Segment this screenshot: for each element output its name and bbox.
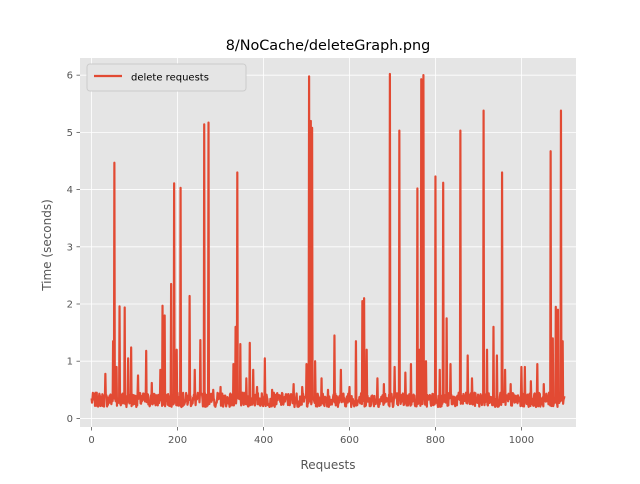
- x-tick-label: 1000: [509, 435, 534, 446]
- y-tick-label: 1: [67, 357, 73, 368]
- x-tick-label: 800: [426, 435, 445, 446]
- y-axis-ticks: 0 1 2 3 4 5 6: [67, 71, 80, 425]
- y-tick-label: 0: [67, 414, 73, 425]
- x-tick-label: 600: [340, 435, 359, 446]
- y-tick-label: 5: [67, 128, 73, 139]
- chart-title: 8/NoCache/deleteGraph.png: [226, 38, 431, 54]
- y-tick-label: 2: [67, 300, 73, 311]
- y-tick-label: 4: [67, 185, 73, 196]
- legend-box: [86, 63, 247, 92]
- x-tick-label: 0: [88, 435, 94, 446]
- y-tick-label: 6: [67, 71, 73, 82]
- y-tick-label: 3: [67, 242, 73, 253]
- legend-label: delete requests: [131, 73, 209, 84]
- y-axis-label: Time (seconds): [40, 199, 54, 292]
- legend: delete requests: [86, 63, 247, 92]
- series-line-delete-requests: [90, 72, 566, 409]
- x-tick-label: 200: [168, 435, 187, 446]
- x-axis-ticks: 0 200 400 600 800 1000: [88, 427, 534, 446]
- x-tick-label: 400: [254, 435, 273, 446]
- series-layer: [90, 72, 566, 409]
- x-axis-label: Requests: [301, 458, 356, 472]
